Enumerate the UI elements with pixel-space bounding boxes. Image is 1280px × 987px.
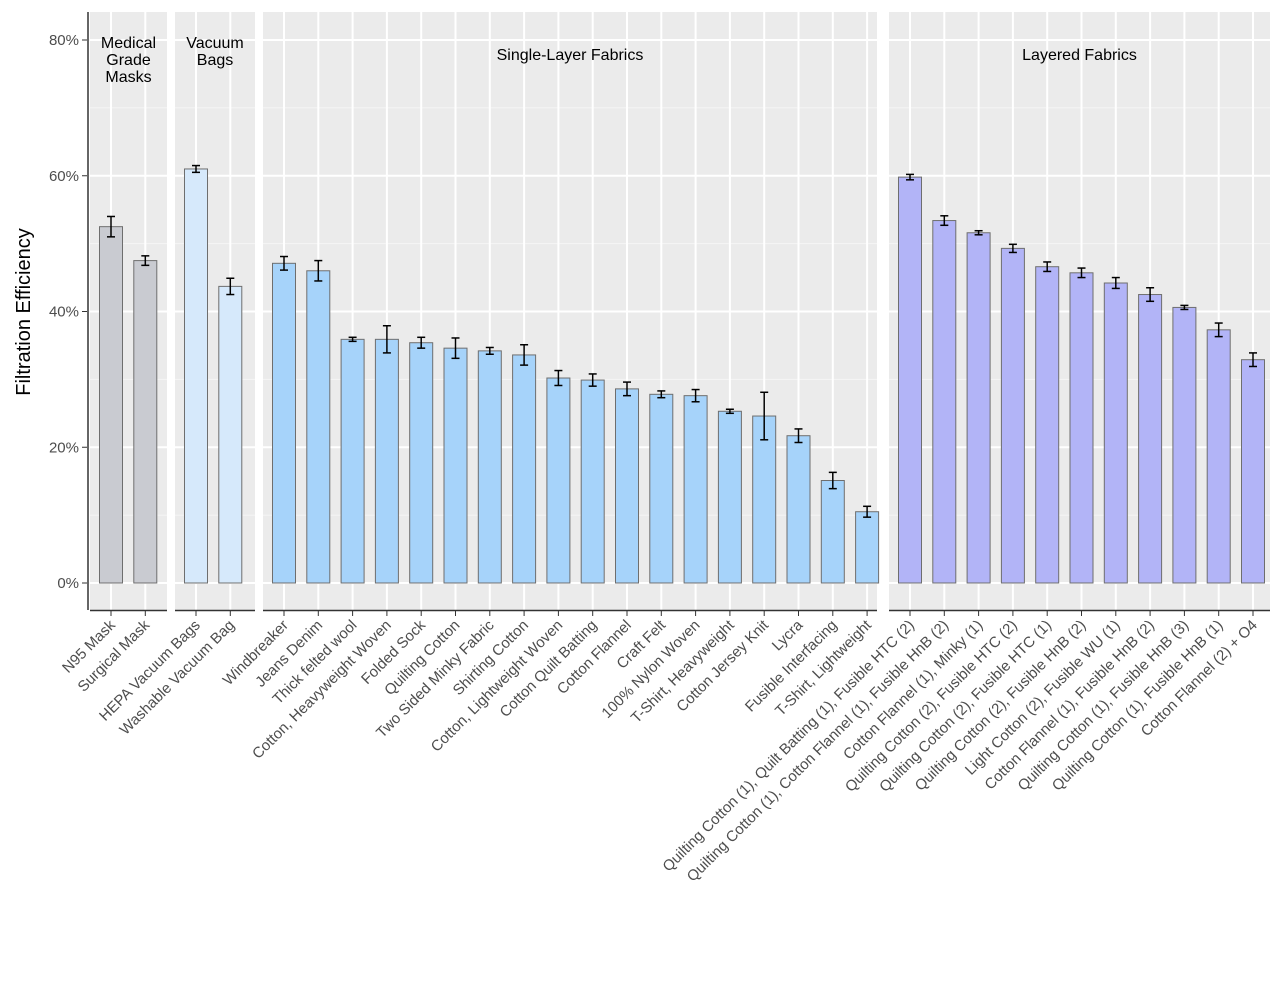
panel-title-line: Medical <box>101 35 156 52</box>
bar <box>717 410 742 584</box>
bar <box>855 511 880 584</box>
bar <box>615 388 639 584</box>
panel-title: Single-Layer Fabrics <box>497 47 644 64</box>
bar <box>133 260 158 584</box>
panel-title-line: Bags <box>197 52 233 69</box>
y-tick-label: 0% <box>57 575 79 592</box>
bar <box>683 395 708 584</box>
bar <box>649 393 674 584</box>
bar <box>99 226 123 584</box>
bar <box>786 435 811 584</box>
bar <box>1035 266 1060 584</box>
bar <box>1138 294 1163 584</box>
bar <box>820 480 845 584</box>
bar <box>966 232 991 584</box>
panel-title: Vacuum Bags <box>186 35 244 69</box>
panel-title-line: Layered Fabrics <box>1022 47 1137 64</box>
bar <box>409 342 434 584</box>
bar <box>752 415 777 584</box>
bar <box>512 354 537 584</box>
bar <box>546 377 571 584</box>
y-tick-label: 80% <box>49 32 79 49</box>
bar <box>443 347 468 584</box>
y-tick-label: 60% <box>49 168 79 185</box>
panel-title-line: Masks <box>105 69 151 86</box>
y-tick-label: 40% <box>49 304 79 321</box>
y-axis: 0% 20% 40% 60% 80% <box>49 12 89 610</box>
panel-title-line: Vacuum <box>186 35 244 52</box>
bar <box>1241 359 1265 584</box>
bar <box>306 270 331 584</box>
bar <box>272 262 296 584</box>
bar <box>1000 247 1025 584</box>
bar <box>477 350 502 584</box>
y-tick-label: 20% <box>49 439 79 456</box>
panel-title-line: Grade <box>106 52 151 69</box>
bar <box>932 220 957 584</box>
bar <box>1103 282 1128 584</box>
bar <box>184 168 208 584</box>
bar <box>898 176 922 584</box>
panel-title: Medical Grade Masks <box>101 35 156 86</box>
bar <box>1069 272 1094 584</box>
panel-title-line: Single-Layer Fabrics <box>497 47 644 64</box>
bar <box>1172 306 1197 584</box>
panel-title: Layered Fabrics <box>1022 47 1137 64</box>
bar <box>580 379 605 584</box>
bar <box>218 285 243 584</box>
bar <box>1206 329 1231 584</box>
bar <box>374 338 399 584</box>
y-axis-title: Filtration Efficiency <box>13 228 35 395</box>
bar <box>340 338 365 584</box>
